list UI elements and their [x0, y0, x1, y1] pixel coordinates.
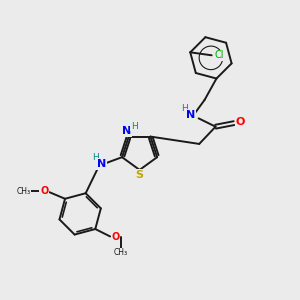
Text: H: H — [131, 122, 137, 131]
Text: O: O — [40, 186, 48, 196]
Text: S: S — [136, 170, 144, 180]
Text: O: O — [111, 232, 120, 242]
Text: N: N — [122, 126, 131, 136]
Text: CH₃: CH₃ — [16, 187, 31, 196]
Text: CH₃: CH₃ — [113, 248, 128, 257]
Text: N: N — [186, 110, 196, 120]
Text: N: N — [97, 159, 106, 169]
Text: H: H — [182, 104, 188, 113]
Text: O: O — [236, 117, 245, 127]
Text: Cl: Cl — [215, 50, 224, 60]
Text: H: H — [92, 153, 99, 162]
